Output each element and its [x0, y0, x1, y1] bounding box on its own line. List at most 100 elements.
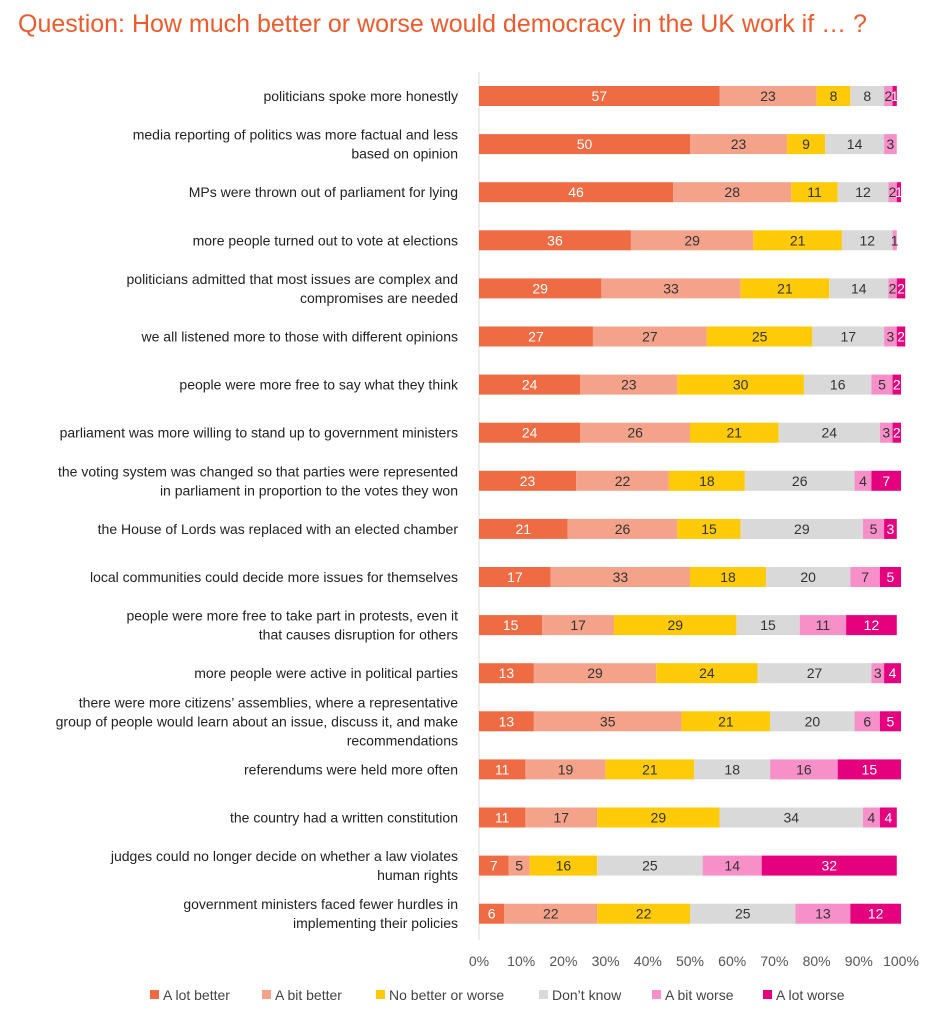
data-label: 2: [897, 329, 905, 345]
bar-segment-a-bit-worse: [871, 374, 893, 395]
bar-segment-a-lot-better: [479, 86, 720, 106]
category-label: politicians admitted that most issues ar…: [127, 271, 459, 287]
data-label: 4: [868, 810, 876, 826]
data-label: 12: [855, 184, 871, 200]
data-label: 29: [667, 617, 683, 633]
bar-segment-a-lot-better: [479, 470, 577, 491]
bar-segment-don-t-know: [736, 615, 800, 636]
data-label: 14: [851, 280, 867, 296]
bar-segment-a-bit-better: [525, 807, 598, 828]
bar-segment-a-bit-better: [580, 422, 690, 443]
bar-segment-a-lot-better: [479, 134, 690, 155]
data-label: 3: [887, 521, 895, 537]
category-label: politicians spoke more honestly: [263, 88, 458, 104]
x-tick-label: 40%: [634, 953, 662, 969]
data-label: 13: [499, 713, 515, 729]
category-label: more people turned out to vote at electi…: [193, 232, 458, 248]
bar-segment-no-better-or-worse: [753, 230, 842, 251]
bar-segment-a-bit-worse: [879, 422, 893, 443]
data-label: 28: [724, 184, 740, 200]
chart-title: Question: How much better or worse would…: [18, 10, 867, 38]
bar-segment-don-t-know: [812, 326, 885, 347]
data-label: 24: [522, 425, 538, 441]
bar-segment-no-better-or-worse: [816, 86, 851, 106]
data-label: 9: [802, 136, 810, 152]
data-label: 17: [840, 329, 856, 345]
category-label: people were more free to say what they t…: [179, 377, 459, 393]
data-label: 12: [864, 617, 880, 633]
bar-segment-a-bit-worse: [888, 182, 897, 203]
bar-segment-don-t-know: [778, 422, 880, 443]
data-label: 5: [870, 521, 878, 537]
bar-segment-don-t-know: [694, 759, 771, 780]
bar-segment-no-better-or-worse: [677, 518, 741, 539]
bar-segment-a-bit-worse: [702, 855, 762, 876]
category-label: referendums were held more often: [244, 761, 458, 777]
data-label: 7: [882, 473, 890, 489]
bar-segment-a-bit-worse: [863, 518, 885, 539]
data-label: 21: [727, 425, 743, 441]
legend-swatch: [150, 990, 159, 999]
data-label: 16: [830, 377, 846, 393]
bar-segment-a-lot-better: [479, 759, 526, 780]
data-label: 4: [859, 473, 867, 489]
data-label: 6: [488, 906, 496, 922]
category-label: people were more free to take part in pr…: [126, 608, 458, 624]
bar-segment-a-bit-worse: [799, 615, 847, 636]
data-label: 50: [577, 136, 593, 152]
bar-segment-a-lot-better: [479, 278, 602, 299]
bar-segment-a-bit-better: [542, 615, 615, 636]
data-label: 17: [554, 810, 570, 826]
bar-segment-no-better-or-worse: [656, 663, 758, 684]
bar-segment-no-better-or-worse: [614, 615, 737, 636]
data-label: 3: [882, 425, 890, 441]
category-label: the voting system was changed so that pa…: [58, 463, 458, 479]
bar-segment-a-lot-worse: [846, 615, 897, 636]
bar-segment-a-lot-better: [479, 374, 581, 395]
category-label: group of people would learn about an iss…: [56, 713, 459, 729]
data-label: 29: [651, 810, 667, 826]
data-label: 12: [859, 232, 875, 248]
data-label: 14: [724, 858, 740, 874]
bar-segment-a-lot-better: [479, 711, 534, 732]
bar-segment-no-better-or-worse: [740, 278, 830, 299]
data-label: 18: [699, 473, 715, 489]
data-label: 1: [891, 88, 899, 104]
data-label: 29: [794, 521, 810, 537]
bar-segment-a-bit-better: [504, 903, 598, 924]
bar-segment-a-bit-better: [533, 711, 682, 732]
bar-segment-a-lot-worse: [892, 86, 897, 106]
x-tick-label: 70%: [760, 953, 788, 969]
bar-segment-a-lot-worse: [896, 326, 906, 347]
bar-segment-don-t-know: [825, 134, 885, 155]
data-label: 6: [863, 713, 871, 729]
data-label: 12: [868, 906, 884, 922]
data-label: 13: [499, 665, 515, 681]
bar-segment-a-lot-better: [479, 615, 543, 636]
data-label: 3: [887, 136, 895, 152]
category-labels: politicians spoke more honestly media rep…: [56, 88, 459, 931]
data-label: 33: [663, 280, 679, 296]
bar-segment-don-t-know: [757, 663, 872, 684]
bar-segment-a-bit-better: [601, 278, 741, 299]
data-label: 22: [543, 906, 559, 922]
legend-label: A lot worse: [776, 987, 845, 1003]
bar-segment-a-bit-better: [525, 759, 606, 780]
bar-segment-no-better-or-worse: [605, 759, 695, 780]
data-label: 2: [897, 280, 905, 296]
data-label: 24: [821, 425, 837, 441]
data-label: 21: [516, 521, 532, 537]
legend-label: Don’t know: [552, 987, 622, 1003]
data-label: 46: [568, 184, 584, 200]
bar-segment-no-better-or-worse: [706, 326, 813, 347]
data-label: 23: [731, 136, 747, 152]
bar-segment-a-lot-worse: [884, 518, 897, 539]
data-label: 13: [815, 906, 831, 922]
bar-segment-a-bit-better: [630, 230, 754, 251]
bar-segment-a-lot-worse: [879, 567, 901, 587]
data-label: 57: [591, 88, 607, 104]
bar-segment-no-better-or-worse: [690, 422, 779, 443]
data-label: 16: [556, 858, 572, 874]
category-label: in parliament in proportion to the votes…: [160, 482, 458, 498]
